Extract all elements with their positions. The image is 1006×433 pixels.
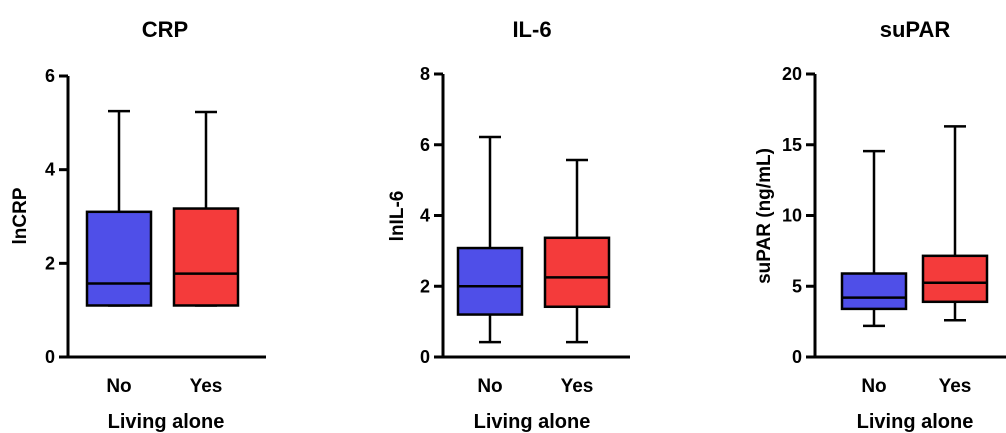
iqr-box — [840, 272, 908, 311]
y-tick-label: 2 — [45, 253, 55, 273]
box-no — [456, 135, 524, 344]
iqr-box — [921, 254, 989, 304]
iqr-box — [172, 207, 240, 307]
iqr-box — [85, 210, 153, 307]
chart-title: IL-6 — [512, 17, 551, 42]
y-tick-label: 2 — [420, 276, 430, 296]
box-yes — [543, 158, 611, 344]
y-tick-label: 8 — [420, 64, 430, 84]
y-tick-label: 0 — [420, 347, 430, 367]
panel-il6: IL-6 lnIL-6 Living alone 0 2 4 6 8 No Yes — [387, 17, 630, 433]
x-axis-label: Living alone — [857, 411, 974, 433]
y-tick-label: 15 — [782, 135, 802, 155]
y-tick-label: 4 — [420, 206, 430, 226]
iqr-box — [543, 236, 611, 309]
box-no — [840, 149, 908, 328]
y-tick-label: 6 — [45, 66, 55, 86]
x-category-label: No — [861, 376, 886, 397]
x-category-label: Yes — [939, 376, 972, 397]
y-tick-label: 20 — [782, 64, 802, 84]
x-category-label: No — [106, 376, 131, 397]
panel-supar: suPAR suPAR (ng/mL) Living alone 0 5 10 15 2… — [754, 17, 1006, 433]
plot-area: 0 2 4 6 No Yes — [45, 66, 266, 397]
x-category-label: Yes — [561, 376, 594, 397]
y-axis-label: suPAR (ng/mL) — [754, 148, 775, 284]
y-axis-label: lnIL-6 — [387, 191, 408, 242]
x-axis-label: Living alone — [108, 411, 225, 433]
y-tick-label: 5 — [792, 276, 802, 296]
chart-title: suPAR — [880, 17, 951, 42]
plot-area: 0 5 10 15 20 No Yes — [782, 64, 1006, 397]
chart-title: CRP — [142, 17, 188, 42]
x-axis-label: Living alone — [474, 411, 591, 433]
y-tick-label: 0 — [45, 347, 55, 367]
y-tick-label: 0 — [792, 347, 802, 367]
x-category-label: No — [477, 376, 502, 397]
y-tick-label: 6 — [420, 135, 430, 155]
box-yes — [921, 125, 989, 322]
y-axis-label: lnCRP — [10, 187, 31, 244]
y-tick-label: 10 — [782, 206, 802, 226]
x-category-label: Yes — [190, 376, 223, 397]
box-yes — [172, 110, 240, 307]
panel-crp: CRP lnCRP Living alone 0 2 4 6 No Yes — [10, 17, 266, 433]
plot-area: 0 2 4 6 8 No Yes — [420, 64, 630, 397]
y-tick-label: 4 — [45, 160, 55, 180]
box-no — [85, 109, 153, 307]
iqr-box — [456, 246, 524, 316]
